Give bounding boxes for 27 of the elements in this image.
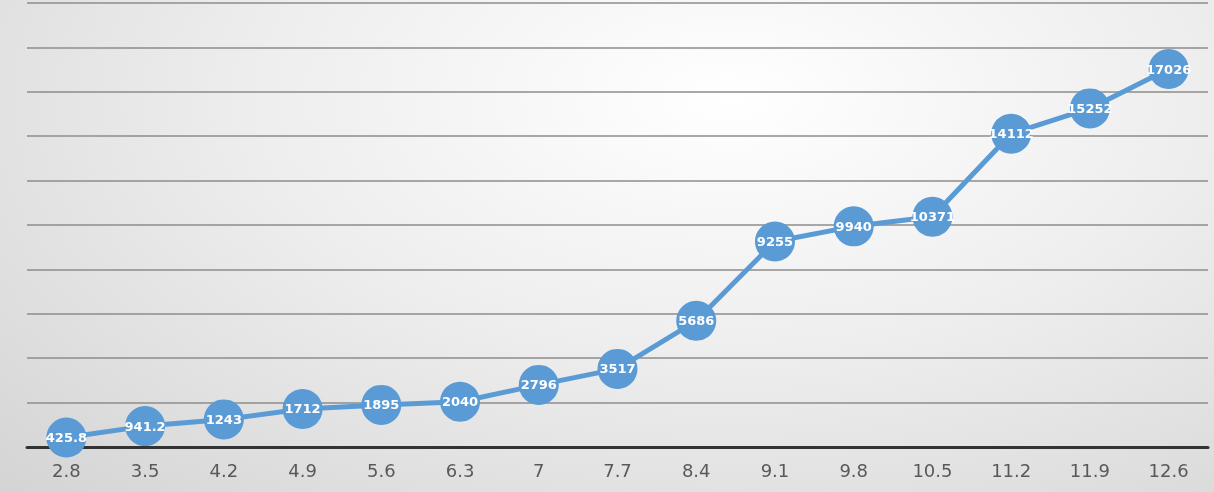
data-label: 1243 <box>205 411 242 427</box>
data-label: 9940 <box>835 218 872 234</box>
x-tick-label: 11.2 <box>991 459 1032 481</box>
x-tick-label: 8.4 <box>681 459 711 481</box>
x-tick-label: 3.5 <box>130 459 160 481</box>
data-label: 425.8 <box>45 430 87 446</box>
x-tick-label: 5.6 <box>366 459 396 481</box>
data-label: 1712 <box>284 401 321 417</box>
x-tick-label: 9.8 <box>839 459 869 481</box>
data-label: 2040 <box>441 394 479 410</box>
data-label: 1895 <box>363 397 400 413</box>
data-label: 2796 <box>520 377 557 393</box>
data-label: 5686 <box>678 313 715 329</box>
x-tick-label: 7 <box>533 459 545 481</box>
x-tick-label: 10.5 <box>912 459 953 481</box>
data-label: 941.2 <box>124 418 166 434</box>
x-tick-label: 4.2 <box>209 459 239 481</box>
x-tick-label: 2.8 <box>52 459 81 481</box>
x-tick-label: 7.7 <box>603 459 632 481</box>
x-tick-label: 4.9 <box>288 459 317 481</box>
x-tick-label: 9.1 <box>760 459 790 481</box>
data-label: 9255 <box>756 234 794 250</box>
x-tick-label: 6.3 <box>445 459 475 481</box>
x-tick-label: 12.6 <box>1148 459 1189 481</box>
x-tick-label: 11.9 <box>1069 459 1110 481</box>
data-label: 14112 <box>988 126 1034 142</box>
data-label: 3517 <box>599 361 636 377</box>
